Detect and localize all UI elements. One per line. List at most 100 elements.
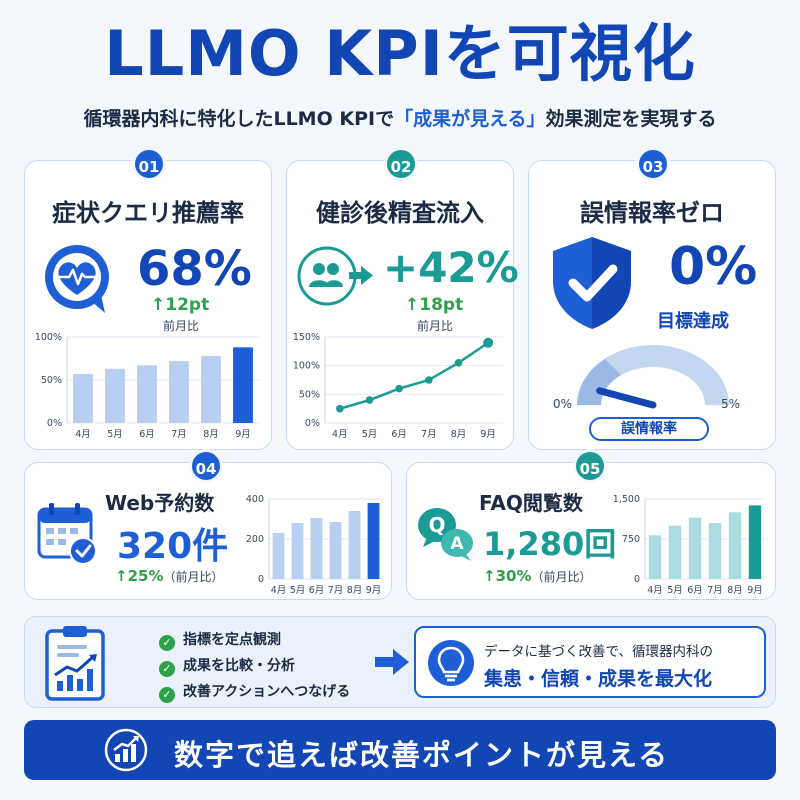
kpi-delta: ↑18pt	[405, 295, 464, 315]
y-tick-label: 0%	[305, 418, 320, 429]
x-tick-label: 4月	[647, 585, 663, 596]
card-number-badge: 05	[573, 449, 607, 483]
check-icon: ✓	[159, 635, 175, 651]
x-tick-label: 6月	[687, 585, 703, 596]
check-item-label: 成果を比較・分析	[183, 658, 295, 674]
y-tick-label: 0	[634, 574, 640, 585]
calendar-check-icon	[37, 503, 97, 565]
check-item-observe: ✓ 指標を定点観測	[159, 629, 281, 651]
bar	[648, 535, 662, 579]
gauge-needle	[596, 387, 657, 409]
kpi-delta-note: （前月比）	[163, 570, 224, 584]
subtitle-post: 効果測定を実現する	[545, 108, 717, 130]
data-point	[483, 337, 494, 348]
kpi-delta-note: 前月比	[417, 319, 454, 333]
data-point	[336, 404, 344, 413]
kpi-delta-note: 前月比	[163, 319, 200, 333]
check-item-compare: ✓ 成果を比較・分析	[159, 655, 295, 677]
x-tick-label: 9月	[366, 585, 382, 596]
bar	[105, 368, 125, 423]
page-subtitle: 循環器内科に特化したLLMO KPIで「成果が見える」効果測定を実現する	[0, 104, 800, 131]
kpi-delta-value: ↑25%	[115, 567, 164, 585]
kpi-delta: ↑25%（前月比）	[115, 567, 224, 585]
kpi-card-checkup-inflow: 02 健診後精査流入 +42% ↑18pt 前月比 150% 100% 50% 0% 4…	[286, 147, 519, 450]
bar	[668, 525, 682, 579]
kpi-card-symptom-query: 01 症状クエリ推薦率 68% ↑12pt 前月比 100% 50% 0% 4月 5月 6…	[24, 147, 272, 450]
x-tick-label: 4月	[75, 429, 91, 440]
x-tick-label: 4月	[271, 585, 287, 596]
monthly-bar-chart: 100% 50% 0% 4月 5月 6月 7月 8月 9月	[35, 332, 259, 440]
x-tick-label: 4月	[332, 429, 348, 440]
bar	[310, 518, 323, 579]
y-tick-label: 150%	[293, 332, 320, 343]
bar	[348, 511, 361, 579]
clipboard-chart-icon	[45, 626, 105, 701]
growth-chart-icon	[104, 728, 148, 772]
monthly-bar-chart: 1,500 750 0 4月 5月 6月 7月 8月 9月	[613, 494, 765, 596]
misinformation-gauge	[577, 345, 729, 409]
people-arrow-icon	[297, 246, 373, 306]
card-title: 誤情報率ゼロ	[580, 199, 724, 227]
kpi-card-faq-views: 05 Q A FAQ閲覧数 1,280回 ↑30%（前月比） 1,500 750 0…	[406, 449, 776, 600]
kpi-card-web-reservations: 04 Web予約数 320件 ↑25%（前月比） 400 200 0 4月 5月 6月 7月…	[24, 449, 392, 600]
bar	[708, 523, 722, 579]
card-title: 症状クエリ推薦率	[52, 199, 244, 227]
card-number-badge: 01	[132, 147, 166, 181]
data-point	[365, 396, 374, 404]
data-point	[454, 359, 463, 367]
bar	[272, 533, 285, 579]
heart-pulse-chat-icon	[45, 245, 109, 313]
insight-panel: データに基づく改善で、循環器内科の 集患・信頼・成果を最大化	[414, 626, 766, 698]
y-tick-label: 50%	[299, 389, 320, 400]
check-icon: ✓	[159, 661, 175, 677]
kpi-card-misinformation-rate: 03 誤情報率ゼロ 0% 目標達成 0% 5% 誤情報率	[528, 147, 776, 450]
kpi-delta: ↑12pt	[151, 295, 210, 315]
y-tick-label: 0	[258, 574, 264, 585]
bar	[73, 373, 93, 423]
footer-banner: 数字で追えば改善ポイントが見える	[24, 720, 776, 780]
kpi-status: 目標達成	[657, 311, 729, 332]
monthly-line-chart: 150% 100% 50% 0% 4月 5月 6月 7月 8月 9月	[293, 332, 503, 440]
x-tick-label: 7月	[421, 429, 437, 440]
card-number-badge: 04	[189, 449, 223, 483]
page-title: LLMO KPIを可視化	[104, 17, 696, 90]
gauge-label: 誤情報率	[589, 417, 709, 441]
bar	[137, 365, 157, 423]
subtitle-pre: 循環器内科に特化したLLMO KPIで	[83, 108, 395, 130]
x-tick-label: 6月	[309, 585, 325, 596]
y-tick-label: 100%	[35, 332, 62, 343]
kpi-value: 1,280回	[483, 525, 617, 563]
bar	[233, 347, 253, 423]
svg-text:Q: Q	[428, 513, 445, 537]
x-tick-label: 7月	[328, 585, 344, 596]
x-tick-label: 8月	[451, 429, 467, 440]
x-tick-label: 5月	[107, 429, 123, 440]
insight-line-2: 集患・信頼・成果を最大化	[484, 668, 713, 690]
x-tick-label: 9月	[480, 429, 496, 440]
x-tick-label: 8月	[727, 585, 743, 596]
monthly-bar-chart: 400 200 0 4月 5月 6月 7月 8月 9月	[246, 494, 383, 596]
bar	[748, 505, 762, 579]
bar	[367, 503, 380, 579]
x-tick-label: 6月	[391, 429, 407, 440]
y-tick-label: 0%	[47, 418, 62, 429]
kpi-value: 68%	[137, 241, 252, 297]
check-item-label: 指標を定点観測	[183, 632, 281, 648]
kpi-delta-note: （前月比）	[531, 570, 592, 584]
series-line	[339, 341, 489, 410]
card-title: FAQ閲覧数	[479, 491, 583, 515]
kpi-delta: ↑30%（前月比）	[483, 567, 592, 585]
y-tick-label: 1,500	[613, 494, 640, 505]
bar	[728, 512, 742, 579]
svg-text:A: A	[450, 534, 464, 554]
y-tick-label: 50%	[41, 375, 62, 386]
x-tick-label: 9月	[747, 585, 763, 596]
subtitle-highlight: 「成果が見える」	[394, 108, 546, 130]
y-tick-label: 750	[622, 534, 640, 545]
x-tick-label: 5月	[290, 585, 306, 596]
card-number-badge: 02	[384, 147, 418, 181]
data-point	[395, 384, 403, 393]
bar	[201, 355, 221, 423]
y-tick-label: 200	[246, 534, 264, 545]
shield-check-icon	[553, 237, 631, 329]
